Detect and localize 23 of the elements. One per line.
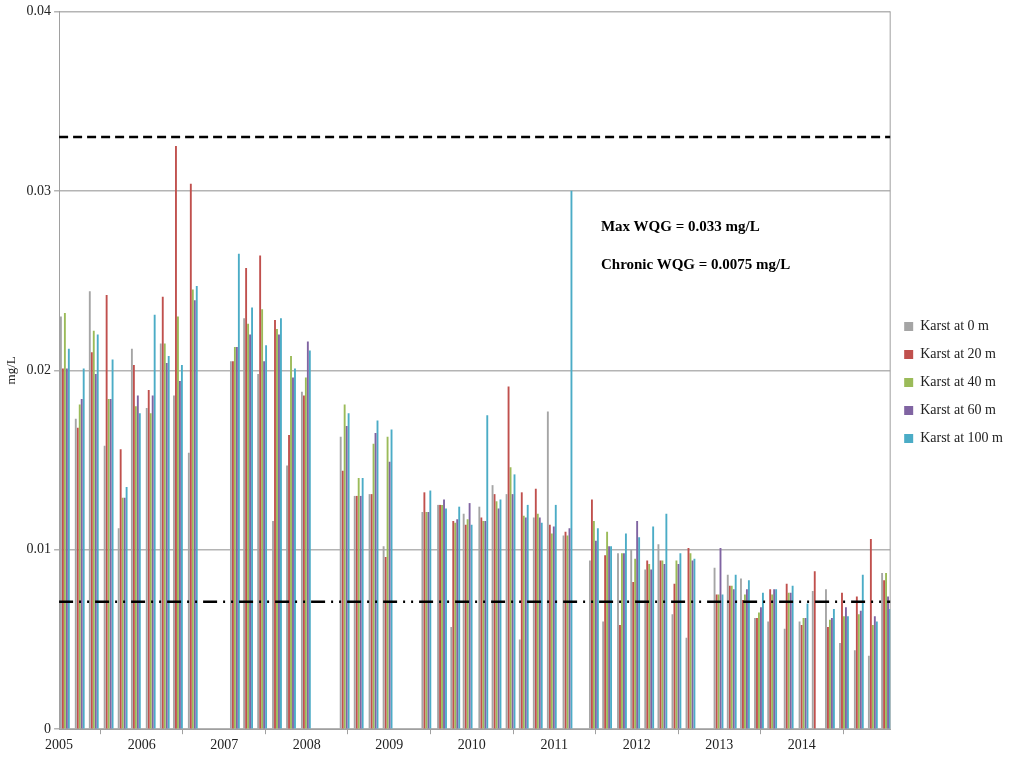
legend-label: Karst at 60 m [920, 402, 997, 418]
legend-label: Karst at 40 m [920, 374, 997, 390]
x-tick-label: 2014 [787, 737, 816, 753]
x-tick-label: 2005 [45, 737, 74, 753]
y-tick-label: 0.04 [26, 3, 52, 19]
annotation: Chronic WQG = 0.0075 mg/L [600, 255, 791, 272]
x-tick-label: 2009 [375, 737, 404, 753]
annotation: Max WQG = 0.033 mg/L [600, 217, 760, 234]
y-tick-label: 0.02 [26, 361, 52, 377]
x-tick-label: 2008 [292, 737, 321, 753]
y-tick-label: 0.03 [26, 182, 52, 198]
x-tick-label: 2012 [622, 737, 651, 753]
x-tick-label: 2013 [705, 737, 734, 753]
y-axis-title: mg/L [3, 356, 19, 385]
y-tick-label: 0 [44, 720, 52, 736]
x-tick-label: 2006 [127, 737, 156, 753]
legend-label: Karst at 20 m [920, 346, 997, 362]
x-tick-label: 2010 [457, 737, 486, 753]
x-tick-label: 2007 [210, 737, 239, 753]
legend-label: Karst at 100 m [920, 430, 1004, 446]
legend-label: Karst at 0 m [920, 318, 990, 334]
y-tick-label: 0.01 [26, 541, 52, 557]
x-tick-label: 2011 [540, 737, 569, 753]
